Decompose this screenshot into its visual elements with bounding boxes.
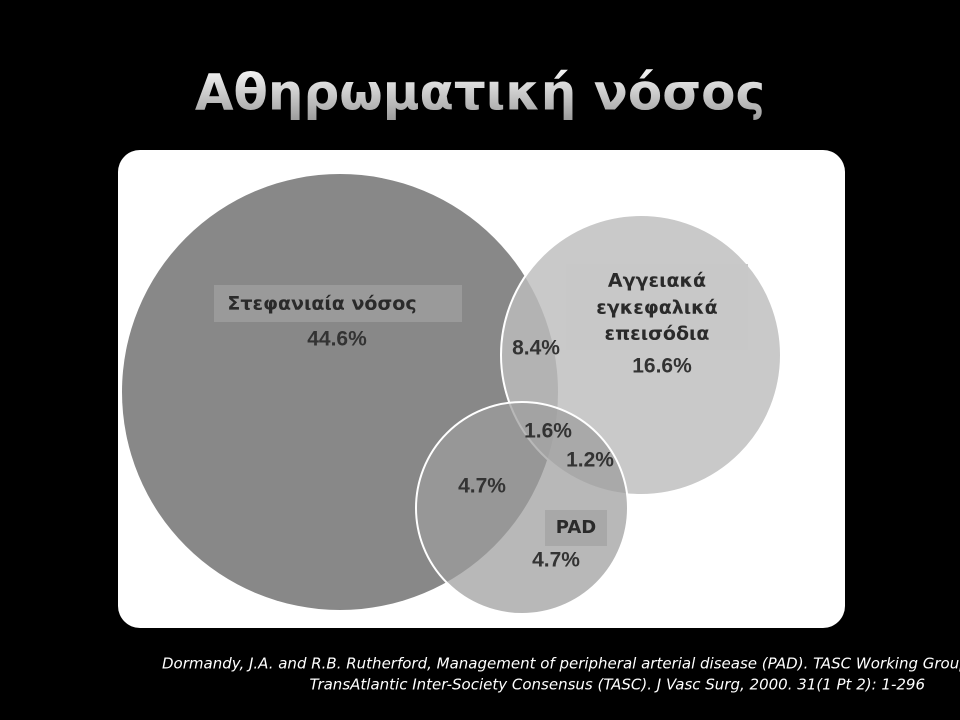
overlap-value: 4.7% (458, 475, 506, 498)
overlap-value: 8.4% (512, 337, 560, 360)
overlap-value: 1.2% (566, 449, 614, 472)
cerebrovascular-label: επεισόδια (605, 323, 710, 345)
cerebrovascular-value: 16.6% (632, 355, 692, 378)
pad-label: PAD (556, 517, 596, 538)
pad-value: 4.7% (532, 549, 580, 572)
label-box (545, 510, 607, 546)
label-box (566, 264, 748, 350)
slide-title: Αθηρωματική νόσος (195, 64, 765, 122)
coronary-label: Στεφανιαία νόσος (227, 293, 416, 315)
coronary-value: 44.6% (307, 328, 367, 351)
cerebrovascular-label: εγκεφαλικά (596, 297, 718, 319)
pad-circle (415, 401, 629, 615)
overlap-value: 1.6% (524, 420, 572, 443)
citation: TransAtlantic Inter-Society Consensus (T… (309, 676, 925, 694)
citation: Dormandy, J.A. and R.B. Rutherford, Mana… (162, 655, 960, 673)
label-box (214, 285, 462, 322)
cerebrovascular-label: Αγγειακά (608, 270, 706, 292)
